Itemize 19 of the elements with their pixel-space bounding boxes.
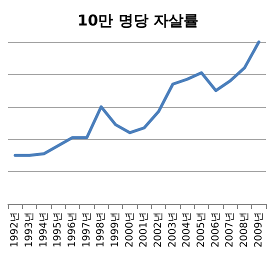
- x-tick-label: 1996년: [67, 212, 78, 248]
- x-tick-label: 2006년: [210, 212, 222, 248]
- x-tick-label: 1992년: [10, 212, 21, 248]
- x-tick-label: 1993년: [24, 212, 35, 248]
- x-tick-label: 1999년: [110, 212, 121, 248]
- x-tick-label: 2008년: [239, 212, 250, 248]
- x-tick-label: 2003년: [167, 212, 178, 248]
- chart-title: 10만 명당 자살률: [77, 12, 199, 30]
- x-tick-label: 2009년: [253, 212, 264, 248]
- x-tick-label: 2001년: [138, 212, 150, 248]
- x-tick-label: 1994년: [38, 212, 50, 248]
- x-tick-label: 2000년: [124, 212, 136, 248]
- x-tick-label: 2004년: [182, 212, 193, 248]
- x-tick-label: 2002년: [153, 212, 164, 248]
- x-tick-label: 1997년: [81, 212, 92, 248]
- x-tick-label: 2007년: [224, 212, 236, 248]
- x-tick-label: 1998년: [96, 212, 107, 248]
- x-tick-label: 1995년: [52, 212, 64, 248]
- x-tick-label: 2005년: [196, 212, 207, 248]
